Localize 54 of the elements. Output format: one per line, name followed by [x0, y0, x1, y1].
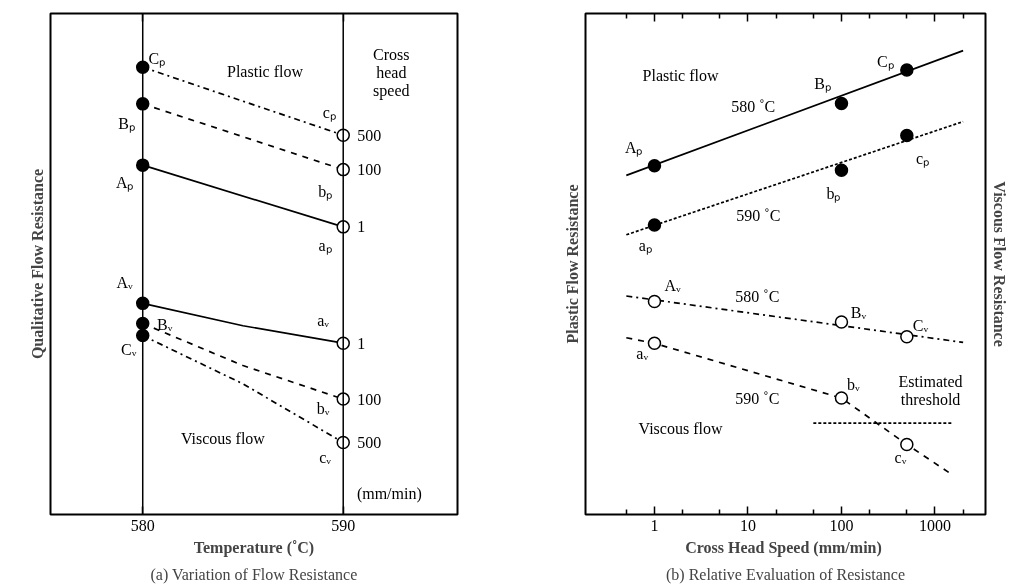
annotation: 580 ˚C [731, 98, 776, 116]
annotation: Cᵥ [121, 340, 137, 358]
series-label: 100 [357, 390, 382, 408]
series-label: 100 [357, 161, 382, 179]
annotation: (mm/min) [356, 484, 422, 503]
annotation: aᵥ [636, 344, 649, 362]
annotation: Aᵥ [664, 276, 681, 294]
text: Cₚ [148, 50, 166, 69]
annotation: Plastic flow [227, 63, 304, 81]
annotation: Aₚ [115, 174, 134, 193]
y-axis-title: Plastic Flow Resistance [563, 184, 581, 344]
series-label: 1 [357, 218, 366, 236]
annotation: 580 ˚C [735, 287, 780, 305]
annotation: Bₚ [118, 114, 136, 133]
annotation: aₚ [638, 236, 652, 255]
annotation: Cross head speed [373, 46, 410, 100]
annotation: bᵥ [847, 375, 861, 393]
annotation: bᵥ [316, 400, 330, 418]
annotation: bₚ [318, 182, 333, 201]
x-tick-label: 590 [331, 516, 356, 534]
annotation: Viscous flow [180, 430, 266, 448]
annotation: aₚ [318, 236, 332, 255]
text: (b) Relative Evaluation of Resistance [665, 565, 906, 584]
annotation: Bᵥ [157, 316, 173, 334]
annotation: 590 ˚C [735, 389, 780, 407]
annotation: Plastic flow [642, 66, 719, 84]
x-axis-title: Cross Head Speed (mm/min) [685, 538, 882, 557]
annotation: aᵥ [317, 311, 330, 329]
x-axis-title: Temperature (˚C) [193, 538, 315, 557]
annotation: Viscous flow [638, 419, 723, 437]
annotation: Bᵥ [850, 303, 867, 321]
annotation: cᵥ [319, 448, 332, 466]
annotation: Aᵥ [116, 274, 134, 292]
annotation: bₚ [826, 185, 841, 204]
annotation: cₚ [915, 149, 930, 168]
series-label: 500 [357, 433, 382, 451]
series-label: 500 [357, 126, 382, 144]
text: (a) Variation of Flow Resistance [150, 565, 358, 584]
annotation: Cᵥ [912, 316, 929, 334]
annotation: Bₚ [814, 74, 831, 93]
x-tick-label: 1000 [918, 516, 951, 534]
annotation: Aₚ [624, 139, 643, 158]
annotation: Estimated threshold [898, 373, 963, 409]
y2-axis-title: Viscous Flow Resistance [990, 181, 1008, 347]
x-tick-label: 580 [130, 516, 155, 534]
x-tick-label: 100 [829, 516, 854, 534]
series-label: 1 [357, 334, 366, 352]
annotation: cᵥ [894, 448, 907, 466]
annotation: Cₚ [877, 52, 894, 71]
x-tick-label: 1 [650, 516, 659, 534]
annotation: cₚ [322, 103, 336, 122]
x-tick-label: 10 [739, 516, 756, 534]
y-axis-title: Qualitative Flow Resistance [28, 168, 46, 360]
annotation: 590 ˚C [736, 206, 781, 224]
